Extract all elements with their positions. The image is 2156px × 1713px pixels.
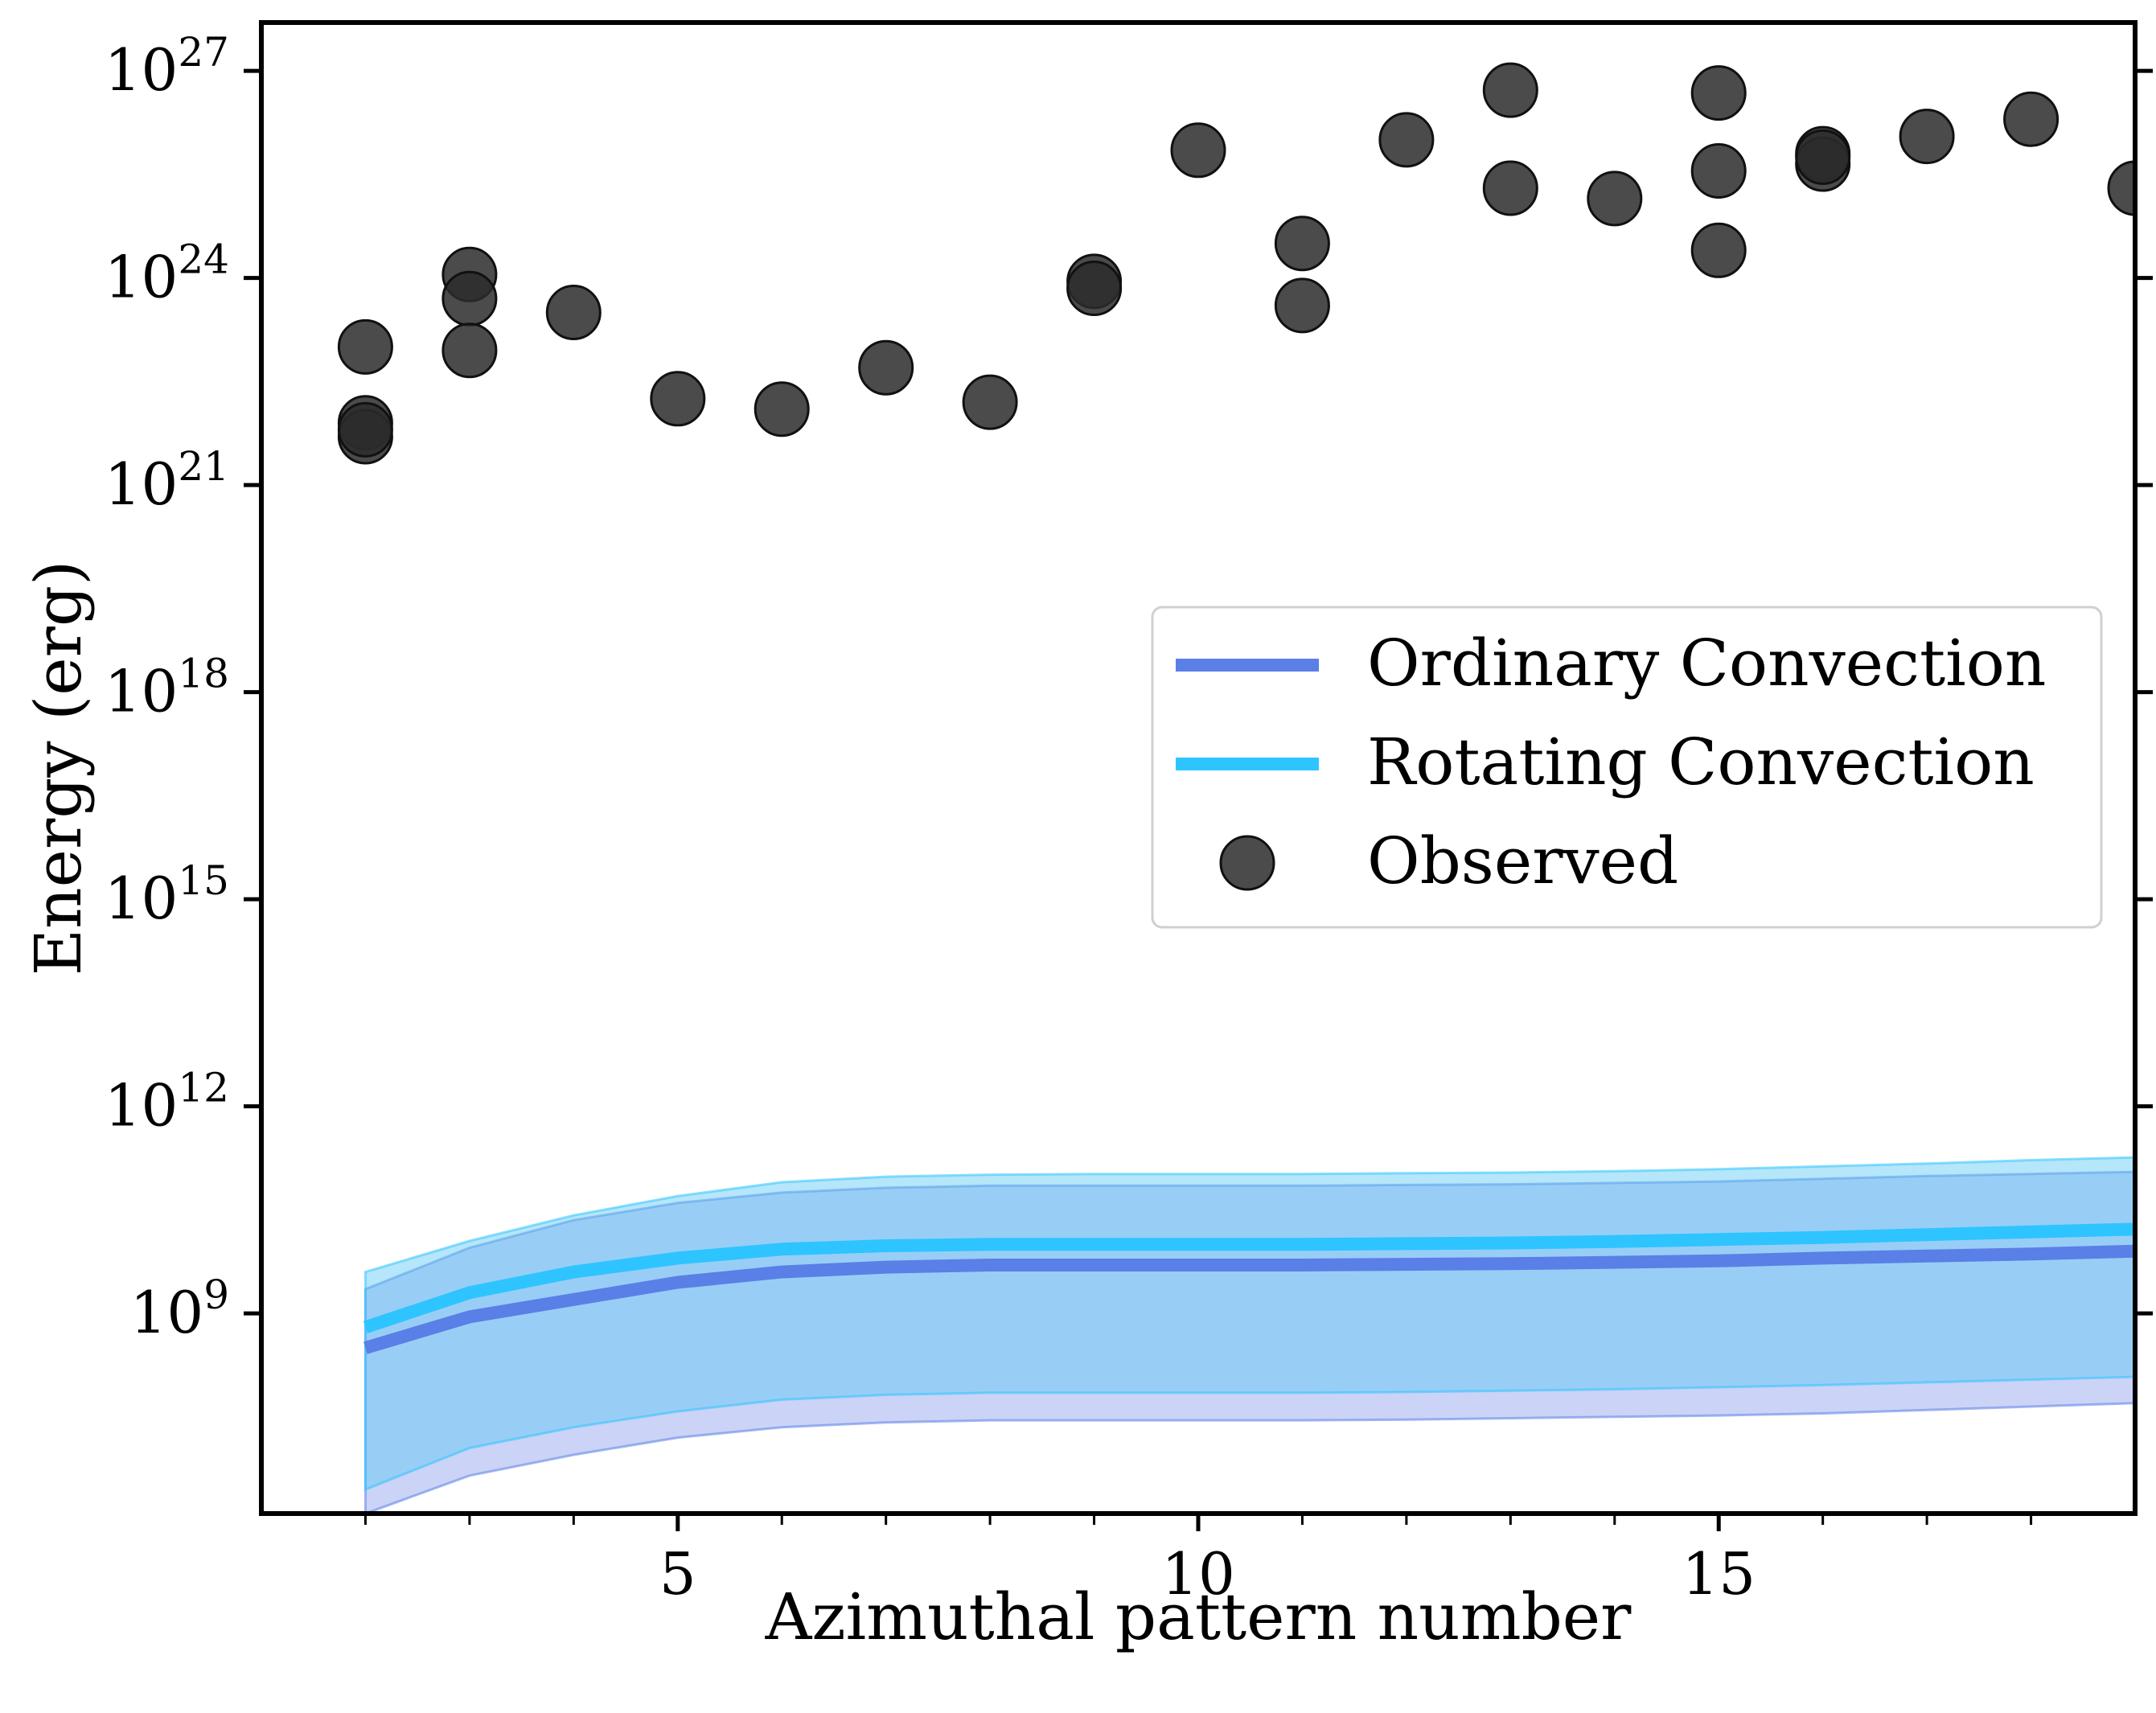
legend: Ordinary Convection Rotating Convection … [1151,606,2103,929]
observed-point [754,381,810,437]
y-tick-label: 1018 [105,651,229,725]
x-tick-label: 10 [1161,1540,1235,1608]
uncertainty-bands [363,1156,2135,1514]
observed-point [2107,160,2135,216]
observed-point [337,401,393,458]
axis-ticks [244,68,2153,1531]
ordinary-convection-line [363,1244,2135,1354]
observed-point [337,318,393,375]
observed-point [1378,112,1435,168]
observed-point [545,285,602,340]
series-lines [363,1222,2135,1354]
legend-observed-marker [1219,835,1275,891]
observed-point [1690,222,1747,278]
y-tick-label: 1021 [105,443,229,518]
legend-box [1151,606,2103,929]
rotating-convection-line [363,1222,2135,1333]
observed-point [962,374,1018,430]
y-tick-label: 1015 [105,857,229,932]
y-tick-label: 1024 [105,236,229,311]
observed-point [1482,62,1538,118]
observed-point [1170,122,1226,179]
observed-point [1482,160,1538,216]
observed-point [1795,129,1851,185]
observed-points [337,62,2135,465]
x-axis-label: Azimuthal pattern number [765,1579,1632,1654]
y-tick-label: 1012 [105,1065,229,1140]
x-tick-label: 15 [1682,1540,1756,1608]
legend-observed-label: Observed [1367,824,1678,898]
observed-point [1690,65,1747,121]
observed-point [2003,91,2059,147]
observed-point [1899,109,1955,165]
observed-point [858,339,914,396]
legend-rotating-label: Rotating Convection [1367,725,2035,799]
legend-ordinary-label: Ordinary Convection [1367,626,2046,700]
observed-point [1274,216,1330,272]
y-axis-label: Energy (erg) [21,561,96,976]
observed-point [441,270,498,327]
observed-point [1690,143,1747,199]
observed-point [1587,170,1643,227]
x-tick-label: 5 [659,1540,696,1608]
observed-point [441,322,498,379]
observed-point [1274,277,1330,334]
observed-point [650,371,706,427]
y-tick-label: 1027 [105,29,229,104]
y-tick-label: 109 [130,1271,229,1346]
observed-point [1066,261,1123,316]
